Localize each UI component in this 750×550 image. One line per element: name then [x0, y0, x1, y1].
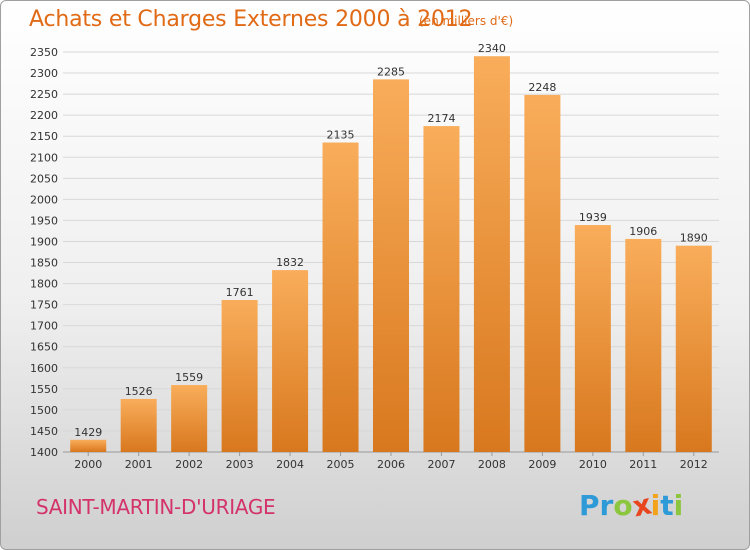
y-tick-label: 1450 [30, 425, 58, 438]
y-tick-label: 2350 [30, 46, 58, 59]
y-tick-label: 1950 [30, 214, 58, 227]
data-label: 2135 [327, 129, 355, 142]
y-tick-label: 1800 [30, 278, 58, 291]
y-tick-label: 1600 [30, 362, 58, 375]
data-label: 2248 [528, 81, 556, 94]
bar [120, 398, 157, 452]
data-labels: 1429 1526 1559 1761 1832 2135 2285 2174 2340 2248… [74, 42, 708, 439]
y-axis-ticks: 1400 1450 1500 1550 1600 1650 1700 1750 1800 1850… [30, 46, 58, 459]
logo-letter: i [673, 489, 684, 522]
bar [70, 439, 107, 452]
y-tick-label: 1900 [30, 235, 58, 248]
y-tick-label: 2250 [30, 88, 58, 101]
bar [221, 300, 258, 452]
y-tick-label: 2150 [30, 130, 58, 143]
data-label: 2340 [478, 42, 506, 55]
x-tick-label: 2009 [528, 458, 556, 471]
y-tick-label: 2100 [30, 151, 58, 164]
x-tick-label: 2001 [125, 458, 153, 471]
commune-name: SAINT-MARTIN-D'URIAGE [36, 495, 276, 519]
bar [272, 270, 309, 452]
logo-letter: o [613, 489, 633, 522]
data-label: 2174 [427, 112, 455, 125]
x-tick-label: 2010 [579, 458, 607, 471]
bar [524, 94, 561, 453]
chart-title: Achats et Charges Externes 2000 à 2012 [29, 7, 473, 32]
y-tick-label: 2300 [30, 67, 58, 80]
bar [171, 385, 208, 452]
x-tick-label: 2011 [629, 458, 657, 471]
x-tick-label: 2008 [478, 458, 506, 471]
y-tick-label: 1750 [30, 299, 58, 312]
x-tick-label: 2003 [226, 458, 254, 471]
data-label: 1429 [74, 426, 102, 439]
y-tick-label: 2200 [30, 109, 58, 122]
x-tick-label: 2006 [377, 458, 405, 471]
bar [473, 56, 510, 453]
data-label: 2285 [377, 65, 405, 78]
x-tick-label: 2000 [74, 458, 102, 471]
logo-letter: r [599, 489, 614, 522]
y-tick-label: 1700 [30, 320, 58, 333]
data-label: 1939 [579, 211, 607, 224]
x-tick-label: 2005 [327, 458, 355, 471]
y-tick-label: 1550 [30, 383, 58, 396]
x-axis-ticks: 2000 2001 2002 2003 2004 2005 2006 2007 2008 2009… [74, 452, 708, 471]
logo-letter: P [579, 489, 600, 522]
bar [423, 126, 460, 453]
data-label: 1761 [226, 286, 254, 299]
x-tick-label: 2007 [427, 458, 455, 471]
x-tick-label: 2012 [680, 458, 708, 471]
y-tick-label: 1400 [30, 446, 58, 459]
chart-subtitle: (en milliers d'€) [419, 14, 514, 28]
x-tick-label: 2002 [175, 458, 203, 471]
bar [322, 142, 359, 453]
y-tick-label: 1500 [30, 404, 58, 417]
y-tick-label: 1850 [30, 257, 58, 270]
logo-letter: i [650, 489, 661, 522]
bar [574, 225, 611, 452]
data-label: 1559 [175, 371, 203, 384]
bars [70, 56, 712, 453]
bar [373, 79, 409, 453]
logo-letter: t [660, 489, 674, 522]
y-tick-label: 2000 [30, 193, 58, 206]
data-label: 1906 [629, 225, 657, 238]
data-label: 1526 [125, 385, 153, 398]
y-tick-label: 1650 [30, 341, 58, 354]
bar [675, 245, 712, 452]
data-label: 1890 [680, 232, 708, 245]
x-tick-label: 2004 [276, 458, 304, 471]
y-tick-label: 2050 [30, 172, 58, 185]
bar [625, 238, 662, 452]
proxiti-logo: Proxiti [579, 487, 684, 523]
data-label: 1832 [276, 256, 304, 269]
